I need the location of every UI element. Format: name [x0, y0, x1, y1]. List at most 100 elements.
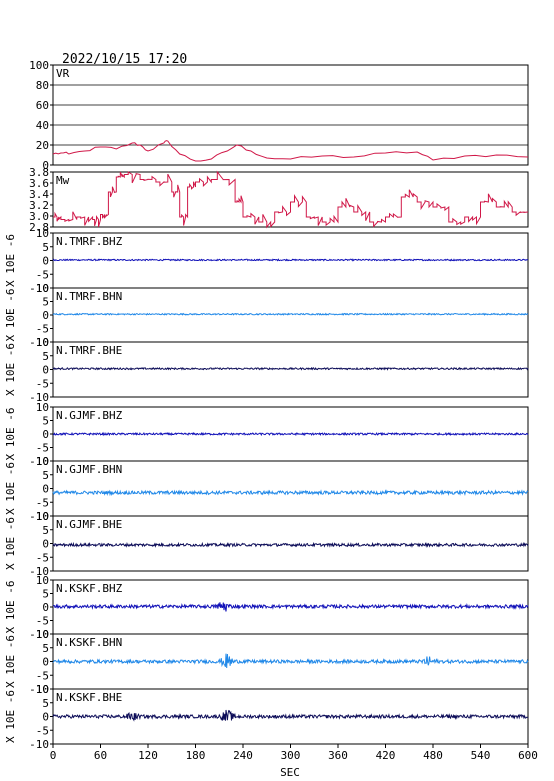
y-axis-unit-label: X 10E -6	[4, 408, 17, 461]
y-tick-label: 0	[42, 601, 49, 614]
y-tick-label: 3.8	[29, 166, 49, 179]
panel-frame	[52, 171, 529, 228]
y-tick-label: 10	[36, 510, 49, 523]
y-axis-unit-label: X 10E -6	[4, 289, 17, 342]
waveform-trace	[52, 258, 529, 262]
y-tick-label: 3.6	[29, 177, 49, 190]
y-tick-label: 3.0	[29, 210, 49, 223]
y-tick-label: 0	[42, 159, 49, 172]
y-tick-label: 0	[42, 656, 49, 669]
y-tick-label: 0	[42, 538, 49, 551]
x-tick-label: 60	[94, 749, 107, 762]
y-axis-unit-label: X 10E -6	[4, 234, 17, 287]
y-tick-label: -5	[36, 377, 49, 390]
y-tick-label: 3.4	[29, 188, 49, 201]
y-tick-label: -10	[29, 282, 49, 295]
y-tick-label: 5	[42, 415, 49, 428]
x-tick-label: 540	[471, 749, 491, 762]
panel-label: N.TMRF.BHZ	[56, 235, 123, 248]
y-tick-label: 20	[36, 139, 49, 152]
y-tick-label: -5	[36, 323, 49, 336]
waveform-trace	[52, 653, 529, 669]
x-tick-label: 0	[50, 749, 57, 762]
y-tick-label: -5	[36, 496, 49, 509]
y-axis-unit-label: X 10E -6	[4, 581, 17, 634]
y-tick-label: 2.8	[29, 221, 49, 234]
x-axis-label: SEC	[280, 766, 300, 779]
y-tick-label: 40	[36, 119, 49, 132]
panel-label: N.GJMF.BHE	[56, 518, 122, 531]
y-tick-label: 5	[42, 588, 49, 601]
y-axis-unit-label: X 10E -6	[4, 690, 17, 743]
panel-label: N.TMRF.BHN	[56, 290, 122, 303]
panel-label: VR	[56, 67, 70, 80]
y-tick-label: 10	[36, 574, 49, 587]
y-tick-label: 0	[42, 483, 49, 496]
panel-vr: 100 80 60 40 20 0 VR	[29, 59, 529, 172]
y-tick-label: 0	[42, 711, 49, 724]
panel-mw: 3.83.63.43.23.02.8 Mw	[29, 166, 529, 234]
panel-n-tmrf-bhn: 10 50-5 -10 N.TMRF.BHN X 10E -6	[4, 282, 529, 349]
panel-label: Mw	[56, 174, 70, 187]
series-line	[52, 140, 529, 162]
x-tick-label: 480	[423, 749, 443, 762]
timestamp-label: 2022/10/15 17:20	[62, 52, 187, 67]
y-axis-unit-label: X 10E -6	[4, 462, 17, 515]
y-tick-label: 3.2	[29, 199, 49, 212]
y-tick-label: -5	[36, 615, 49, 628]
y-tick-label: 5	[42, 642, 49, 655]
waveform-trace	[52, 541, 529, 548]
y-tick-label: -5	[36, 724, 49, 737]
y-tick-label: -10	[29, 738, 49, 751]
waveform-trace	[52, 366, 529, 371]
y-tick-label: 10	[36, 628, 49, 641]
panel-label: N.GJMF.BHZ	[56, 409, 123, 422]
x-tick-label: 120	[138, 749, 158, 762]
y-tick-label: 10	[36, 336, 49, 349]
y-tick-label: 60	[36, 99, 49, 112]
y-tick-label: 5	[42, 697, 49, 710]
y-tick-label: -5	[36, 268, 49, 281]
y-tick-label: 0	[42, 255, 49, 268]
waveform-trace	[52, 312, 529, 316]
x-tick-label: 360	[328, 749, 348, 762]
y-tick-label: 5	[42, 350, 49, 363]
waveform-trace	[52, 709, 529, 722]
y-tick-label: 80	[36, 79, 49, 92]
y-tick-label: -10	[29, 391, 49, 404]
y-tick-label: 0	[42, 428, 49, 441]
panel-frame	[52, 515, 529, 572]
x-tick-label: 600	[518, 749, 538, 762]
y-axis-unit-label: X 10E -6	[4, 517, 17, 570]
y-tick-label: 5	[42, 469, 49, 482]
x-tick-label: 300	[281, 749, 301, 762]
y-tick-label: -10	[29, 455, 49, 468]
series-line	[53, 170, 529, 229]
y-tick-label: 10	[36, 455, 49, 468]
x-tick-label: 240	[233, 749, 253, 762]
panel-label: N.KSKF.BHN	[56, 636, 122, 649]
y-tick-label: 10	[36, 401, 49, 414]
y-tick-label: -10	[29, 510, 49, 523]
y-tick-label: 5	[42, 296, 49, 309]
y-tick-label: -10	[29, 565, 49, 578]
waveform-trace	[52, 431, 529, 437]
panel-label: N.TMRF.BHE	[56, 344, 122, 357]
y-tick-label: -10	[29, 628, 49, 641]
panels: 100806040200VR3.83.63.43.23.02.8Mw1050-5…	[4, 59, 529, 751]
y-tick-label: 0	[42, 309, 49, 322]
y-tick-label: 10	[36, 227, 49, 240]
panel-label: N.KSKF.BHZ	[56, 582, 123, 595]
x-axis: 0 60 120 180 240 300 360 420 480 540 600	[50, 744, 538, 762]
y-tick-label: 100	[29, 59, 49, 72]
panel-frame	[52, 64, 529, 166]
x-tick-label: 180	[186, 749, 206, 762]
